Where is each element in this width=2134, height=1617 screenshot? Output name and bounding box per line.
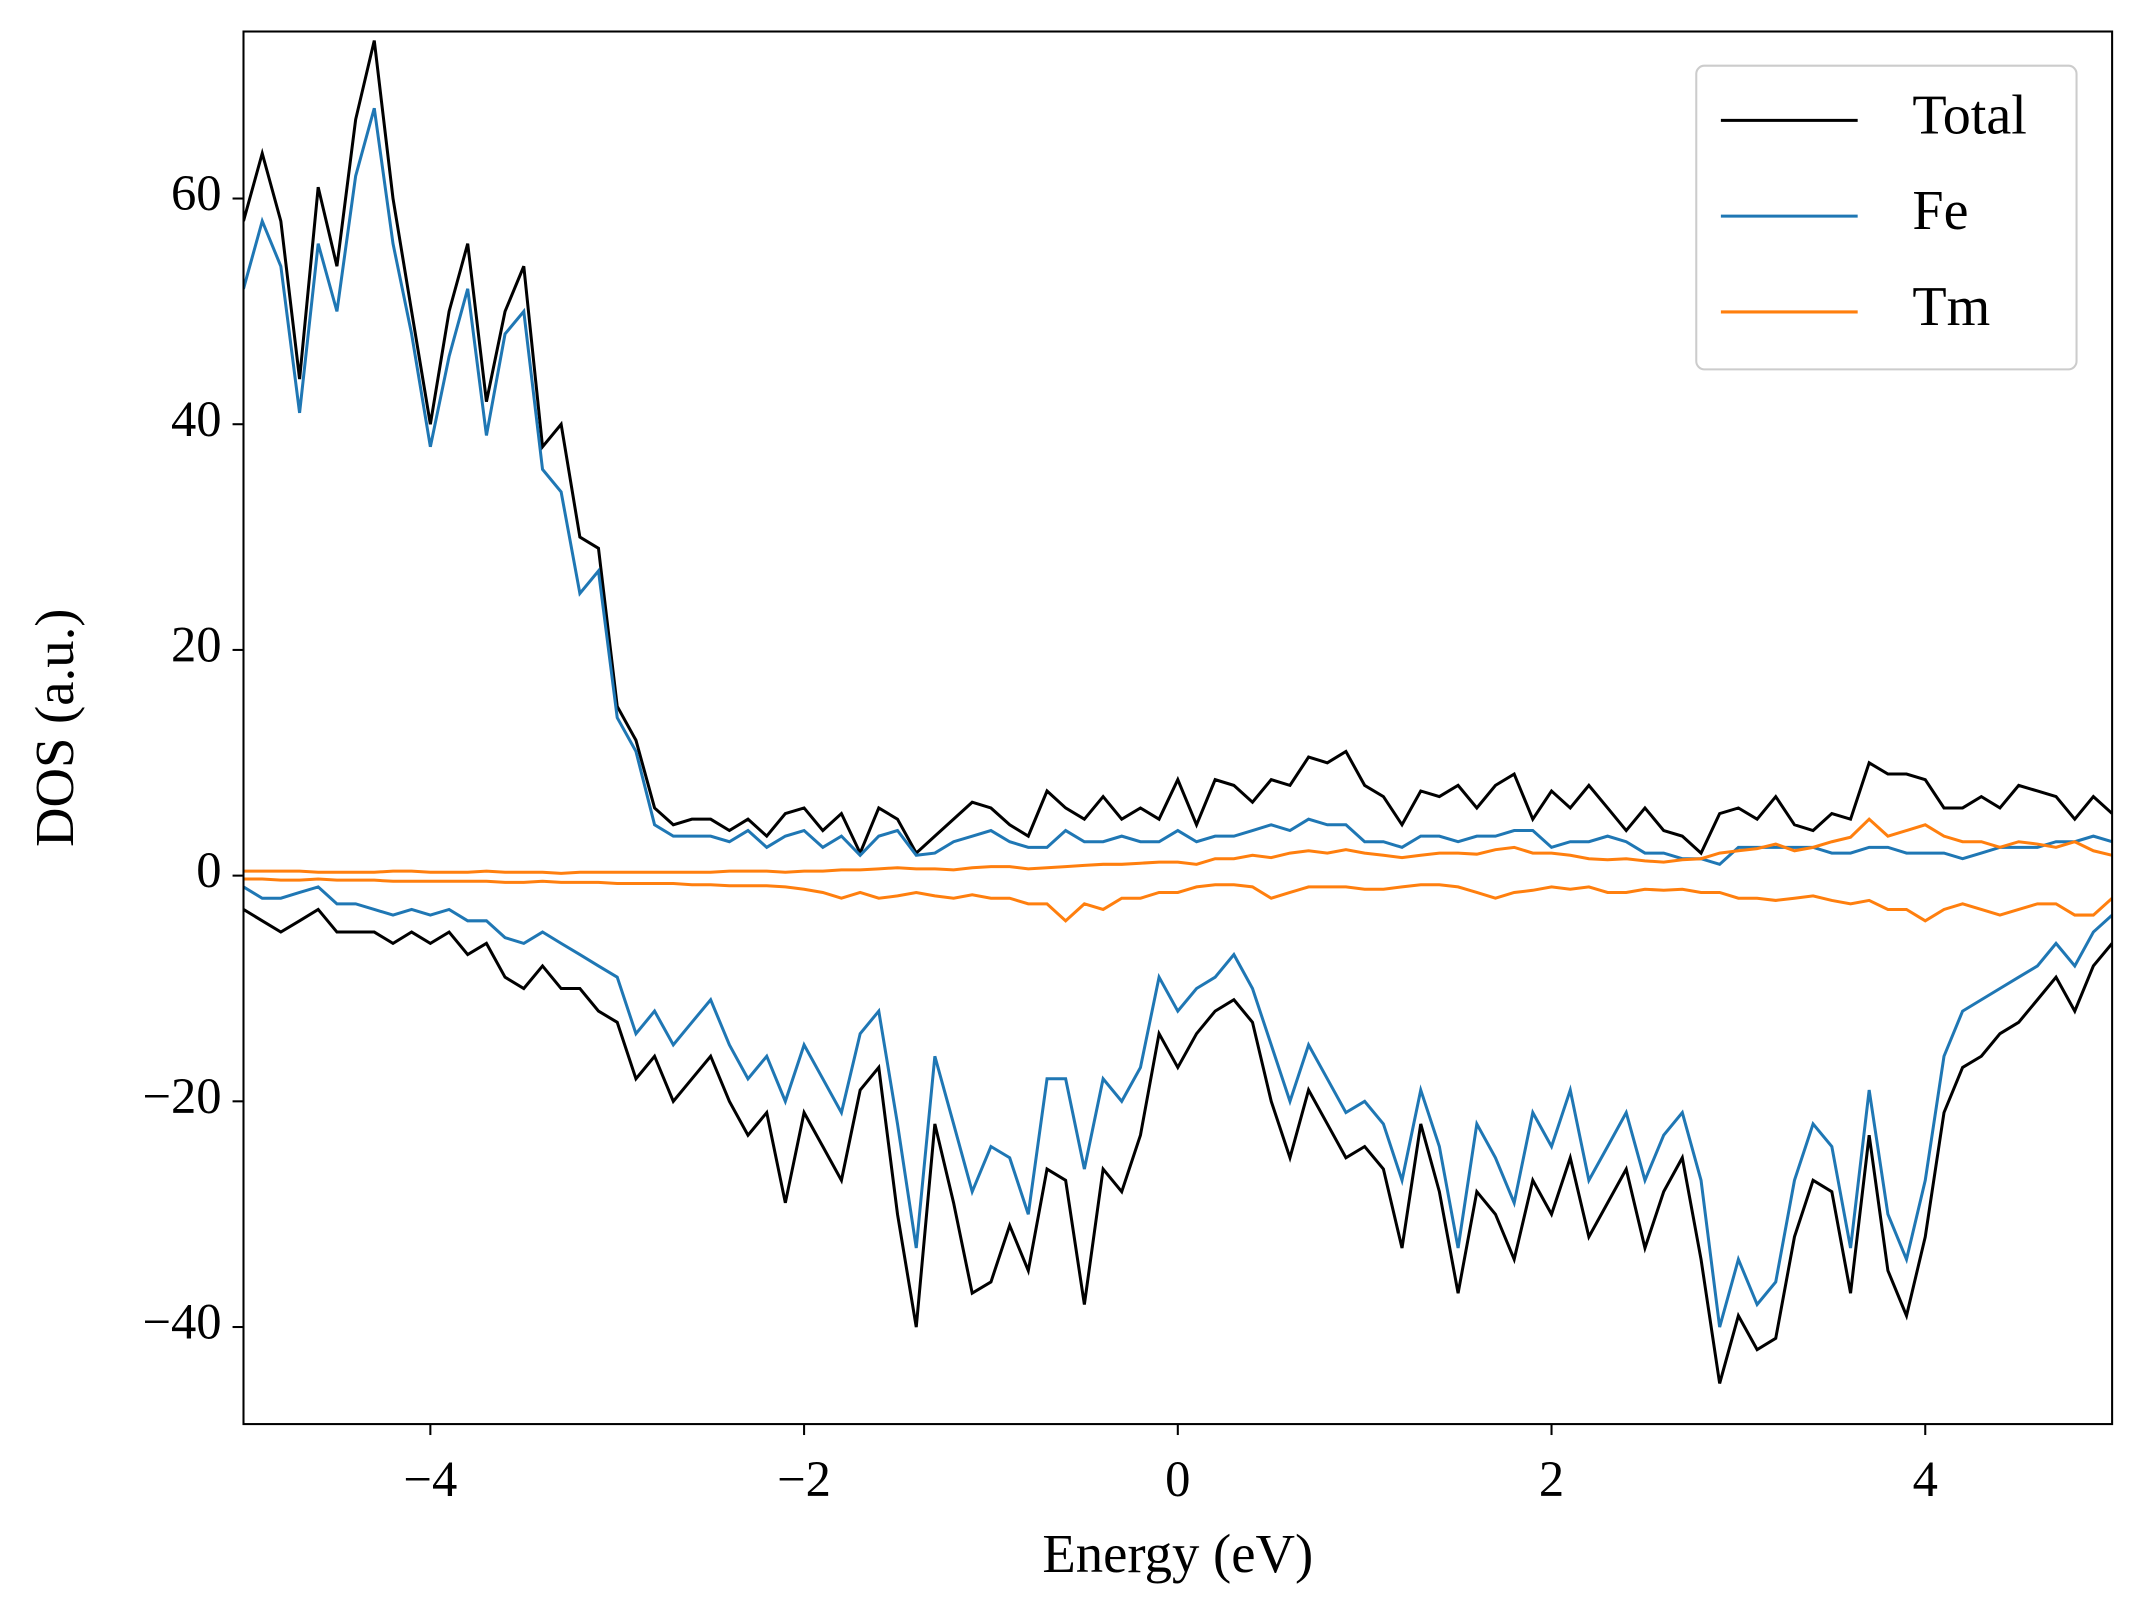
plot-frame bbox=[242, 30, 2114, 1426]
y-tick-label: 60 bbox=[171, 165, 222, 221]
dos-line bbox=[243, 885, 2113, 1328]
x-tick-label: 2 bbox=[1539, 1451, 1564, 1507]
dos-line bbox=[243, 817, 2113, 875]
y-tick-label: −20 bbox=[142, 1068, 221, 1124]
y-tick-label: 40 bbox=[171, 391, 222, 447]
y-tick-label: 0 bbox=[196, 842, 221, 898]
y-axis-label: DOS (a.u.) bbox=[24, 609, 85, 848]
legend-label: Total bbox=[1912, 84, 2026, 146]
dos-line bbox=[243, 907, 2113, 1384]
x-axis-label: Energy (eV) bbox=[1042, 1523, 1313, 1584]
legend-box bbox=[1695, 64, 2078, 371]
y-tick-label: −40 bbox=[142, 1294, 221, 1350]
dos-line bbox=[243, 40, 2113, 857]
x-tick-label: −2 bbox=[777, 1451, 831, 1507]
x-tick-label: −4 bbox=[403, 1451, 457, 1507]
legend-label: Fe bbox=[1912, 180, 1968, 242]
legend-label: Tm bbox=[1912, 276, 1990, 338]
x-tick-label: 4 bbox=[1913, 1451, 1938, 1507]
x-tick-label: 0 bbox=[1165, 1451, 1190, 1507]
y-tick-label: 20 bbox=[171, 617, 222, 673]
dos-line bbox=[243, 877, 2113, 923]
dos-line bbox=[243, 107, 2113, 866]
